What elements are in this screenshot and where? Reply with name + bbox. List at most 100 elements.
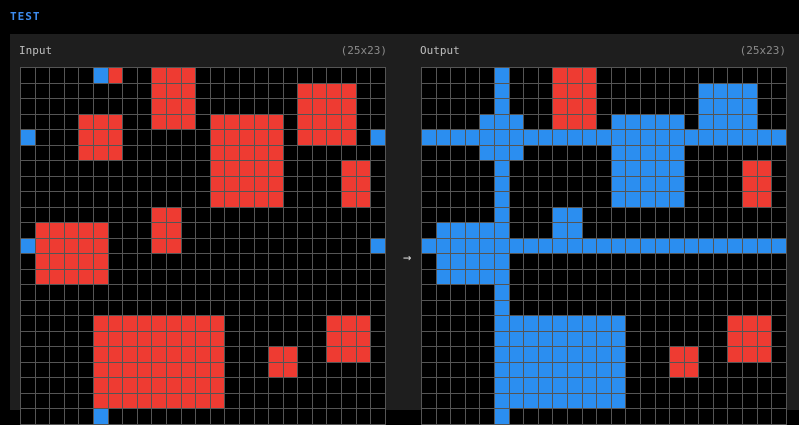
output-cell[interactable] bbox=[480, 68, 494, 83]
output-cell[interactable] bbox=[582, 254, 597, 269]
output-cell[interactable] bbox=[465, 393, 480, 408]
output-cell[interactable] bbox=[684, 176, 699, 191]
output-cell[interactable] bbox=[597, 269, 611, 284]
output-cell[interactable] bbox=[451, 145, 465, 160]
input-cell[interactable] bbox=[181, 254, 196, 269]
input-cell[interactable] bbox=[327, 409, 342, 424]
input-cell[interactable] bbox=[50, 192, 64, 207]
output-cell[interactable] bbox=[553, 130, 567, 145]
output-cell[interactable] bbox=[538, 238, 553, 253]
output-cell[interactable] bbox=[582, 316, 597, 331]
output-cell[interactable] bbox=[582, 192, 597, 207]
input-cell[interactable] bbox=[93, 362, 108, 377]
output-cell[interactable] bbox=[538, 285, 553, 300]
input-cell[interactable] bbox=[312, 176, 327, 191]
output-cell[interactable] bbox=[713, 145, 728, 160]
output-cell[interactable] bbox=[640, 176, 655, 191]
output-cell[interactable] bbox=[524, 269, 538, 284]
input-cell[interactable] bbox=[137, 269, 152, 284]
output-cell[interactable] bbox=[597, 68, 611, 83]
input-cell[interactable] bbox=[210, 114, 225, 129]
input-cell[interactable] bbox=[93, 331, 108, 346]
input-cell[interactable] bbox=[239, 285, 254, 300]
input-cell[interactable] bbox=[283, 161, 298, 176]
input-cell[interactable] bbox=[327, 300, 342, 315]
output-cell[interactable] bbox=[465, 99, 480, 114]
input-cell[interactable] bbox=[356, 254, 371, 269]
input-cell[interactable] bbox=[123, 83, 137, 98]
output-cell[interactable] bbox=[772, 269, 786, 284]
input-cell[interactable] bbox=[181, 130, 196, 145]
output-cell[interactable] bbox=[699, 362, 713, 377]
output-cell[interactable] bbox=[640, 269, 655, 284]
input-cell[interactable] bbox=[21, 316, 35, 331]
output-cell[interactable] bbox=[582, 130, 597, 145]
input-cell[interactable] bbox=[342, 393, 356, 408]
input-cell[interactable] bbox=[327, 161, 342, 176]
input-cell[interactable] bbox=[342, 223, 356, 238]
output-cell[interactable] bbox=[509, 238, 524, 253]
input-cell[interactable] bbox=[108, 347, 123, 362]
output-cell[interactable] bbox=[582, 223, 597, 238]
output-cell[interactable] bbox=[480, 347, 494, 362]
output-cell[interactable] bbox=[436, 254, 451, 269]
output-cell[interactable] bbox=[597, 176, 611, 191]
input-cell[interactable] bbox=[64, 83, 79, 98]
input-cell[interactable] bbox=[371, 347, 385, 362]
output-cell[interactable] bbox=[494, 114, 509, 129]
output-cell[interactable] bbox=[567, 145, 582, 160]
output-cell[interactable] bbox=[743, 83, 757, 98]
output-cell[interactable] bbox=[465, 238, 480, 253]
output-cell[interactable] bbox=[597, 285, 611, 300]
output-cell[interactable] bbox=[670, 409, 684, 424]
output-cell[interactable] bbox=[640, 68, 655, 83]
input-cell[interactable] bbox=[108, 68, 123, 83]
output-cell[interactable] bbox=[509, 130, 524, 145]
output-cell[interactable] bbox=[611, 192, 626, 207]
output-cell[interactable] bbox=[670, 378, 684, 393]
output-cell[interactable] bbox=[670, 347, 684, 362]
input-cell[interactable] bbox=[298, 176, 312, 191]
output-cell[interactable] bbox=[655, 238, 670, 253]
input-cell[interactable] bbox=[152, 409, 166, 424]
input-cell[interactable] bbox=[166, 409, 181, 424]
input-cell[interactable] bbox=[342, 114, 356, 129]
output-cell[interactable] bbox=[524, 300, 538, 315]
input-cell[interactable] bbox=[196, 269, 210, 284]
input-cell[interactable] bbox=[35, 285, 50, 300]
output-cell[interactable] bbox=[757, 68, 772, 83]
input-cell[interactable] bbox=[35, 300, 50, 315]
output-cell[interactable] bbox=[713, 254, 728, 269]
output-cell[interactable] bbox=[743, 331, 757, 346]
input-cell[interactable] bbox=[254, 300, 269, 315]
input-cell[interactable] bbox=[196, 300, 210, 315]
input-cell[interactable] bbox=[210, 254, 225, 269]
output-cell[interactable] bbox=[597, 347, 611, 362]
output-cell[interactable] bbox=[772, 192, 786, 207]
input-cell[interactable] bbox=[312, 409, 327, 424]
output-cell[interactable] bbox=[611, 145, 626, 160]
output-cell[interactable] bbox=[553, 145, 567, 160]
output-cell[interactable] bbox=[567, 176, 582, 191]
output-cell[interactable] bbox=[597, 378, 611, 393]
input-cell[interactable] bbox=[50, 145, 64, 160]
output-cell[interactable] bbox=[743, 393, 757, 408]
input-cell[interactable] bbox=[269, 300, 283, 315]
output-cell[interactable] bbox=[538, 223, 553, 238]
input-cell[interactable] bbox=[356, 114, 371, 129]
input-cell[interactable] bbox=[64, 130, 79, 145]
input-cell[interactable] bbox=[356, 269, 371, 284]
output-cell[interactable] bbox=[465, 331, 480, 346]
input-cell[interactable] bbox=[371, 409, 385, 424]
input-cell[interactable] bbox=[210, 285, 225, 300]
input-cell[interactable] bbox=[356, 83, 371, 98]
input-cell[interactable] bbox=[342, 362, 356, 377]
output-cell[interactable] bbox=[451, 68, 465, 83]
output-cell[interactable] bbox=[553, 161, 567, 176]
output-cell[interactable] bbox=[655, 378, 670, 393]
output-cell[interactable] bbox=[626, 285, 640, 300]
output-cell[interactable] bbox=[757, 145, 772, 160]
output-cell[interactable] bbox=[772, 99, 786, 114]
output-cell[interactable] bbox=[757, 238, 772, 253]
output-cell[interactable] bbox=[757, 300, 772, 315]
